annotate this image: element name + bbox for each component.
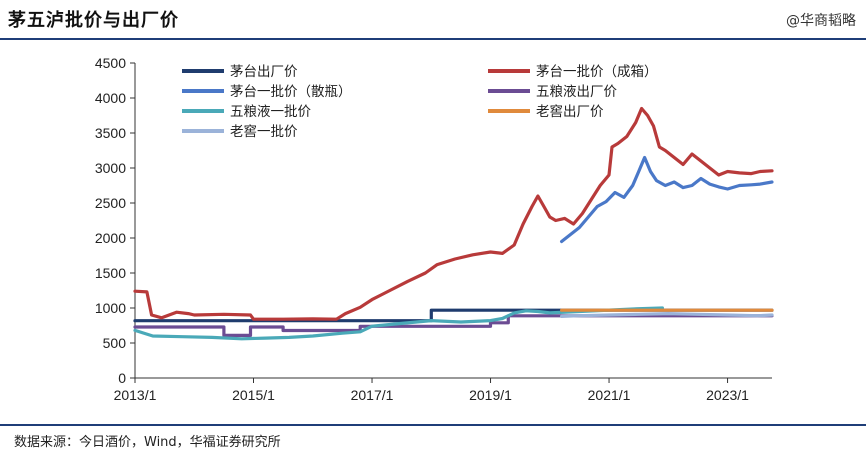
series-line-2 bbox=[560, 155, 774, 244]
top-rule bbox=[0, 38, 866, 40]
y-tick-label: 2000 bbox=[95, 230, 126, 246]
series-line-1 bbox=[133, 106, 774, 321]
y-tick-label: 0 bbox=[118, 370, 126, 386]
y-tick-label: 4000 bbox=[95, 90, 126, 106]
legend-label-1: 茅台一批价（成箱） bbox=[536, 64, 658, 80]
x-tick-label: 2013/1 bbox=[114, 387, 157, 403]
series-line-3 bbox=[133, 314, 774, 337]
y-tick-label: 3500 bbox=[95, 125, 126, 141]
y-tick-label: 2500 bbox=[95, 195, 126, 211]
legend-label-6: 老窖一批价 bbox=[230, 123, 298, 140]
chart-title: 茅五泸批价与出厂价 bbox=[8, 10, 179, 31]
legend-label-3: 五粮液出厂价 bbox=[536, 84, 617, 100]
y-tick-label: 1500 bbox=[95, 265, 126, 281]
y-tick-label: 3000 bbox=[95, 160, 126, 176]
y-tick-label: 1000 bbox=[95, 300, 126, 316]
y-tick-label: 4500 bbox=[95, 55, 126, 71]
chart-axes: 0 500 1000 1500 2000 2500 3000 3500 4000 4500 2013… bbox=[95, 55, 772, 403]
legend-label-0: 茅台出厂价 bbox=[230, 64, 298, 80]
bottom-rule bbox=[0, 424, 866, 426]
x-tick-label: 2017/1 bbox=[351, 387, 394, 403]
y-tick-label: 500 bbox=[103, 335, 127, 351]
source-note: 数据来源：今日酒价，Wind，华福证券研究所 bbox=[14, 435, 281, 450]
x-tick-label: 2019/1 bbox=[469, 387, 512, 403]
x-tick-label: 2023/1 bbox=[706, 387, 749, 403]
series-line-5 bbox=[133, 306, 664, 341]
legend-label-5: 五粮液一批价 bbox=[230, 104, 311, 120]
series-line-6 bbox=[560, 312, 774, 318]
chart-plot-area bbox=[133, 106, 774, 341]
x-tick-label: 2015/1 bbox=[232, 387, 275, 403]
x-tick-label: 2021/1 bbox=[588, 387, 631, 403]
watermark-text: @华商韬略 bbox=[786, 13, 856, 29]
legend-label-2: 茅台一批价（散瓶） bbox=[230, 84, 352, 100]
legend-label-4: 老窖出厂价 bbox=[536, 103, 604, 120]
